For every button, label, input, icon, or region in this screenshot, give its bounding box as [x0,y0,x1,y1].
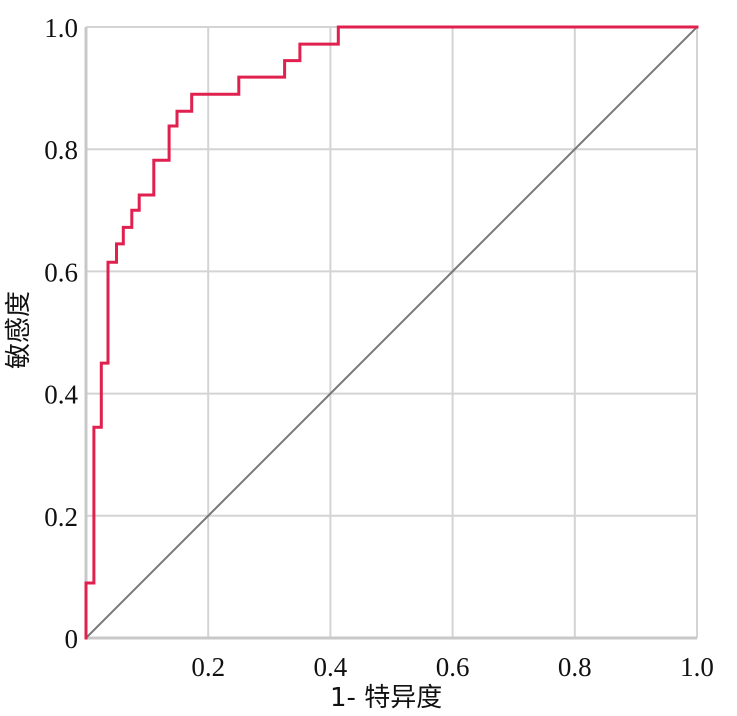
y-tick-label: 1.0 [44,13,78,43]
x-tick-label: 0.6 [436,652,470,682]
series-layer [84,25,699,640]
roc-curve-line [84,25,699,640]
y-tick-label: 0 [65,624,79,654]
x-tick-label: 1.0 [680,652,714,682]
y-axis-title: 敏感度 [4,291,34,369]
reference-diagonal-line [84,25,699,640]
y-tick-label: 0.2 [44,502,78,532]
axes [84,27,697,640]
y-tick-labels: 0 0.2 0.4 0.6 0.8 1.0 [44,13,78,654]
x-tick-label: 0.8 [558,652,592,682]
y-tick-label: 0.4 [44,380,78,410]
x-axis-title: 1- 特异度 [330,683,442,713]
x-tick-label: 0.2 [191,652,225,682]
y-tick-label: 0.6 [44,257,78,287]
x-tick-labels: 0.2 0.4 0.6 0.8 1.0 [191,652,714,682]
x-tick-label: 0.4 [314,652,348,682]
y-tick-label: 0.8 [44,135,78,165]
